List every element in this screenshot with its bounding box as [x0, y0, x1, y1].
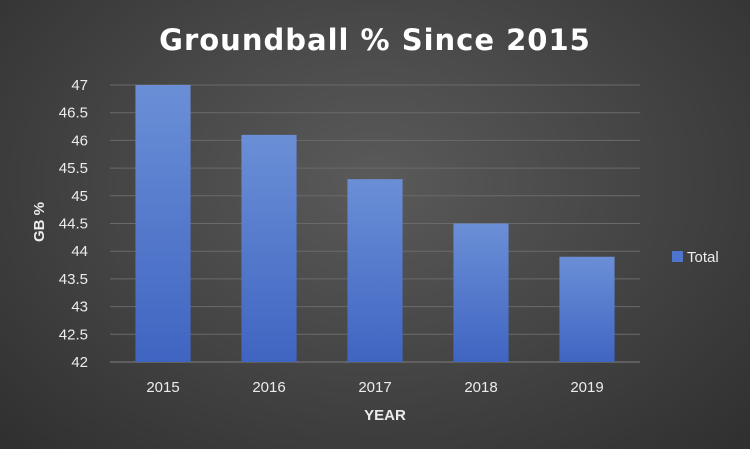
- y-tick-label: 43.5: [59, 271, 88, 288]
- legend-swatch: [672, 251, 683, 262]
- bar-2017: [347, 179, 403, 362]
- bar-2019: [559, 256, 615, 362]
- bar-2015: [135, 85, 191, 362]
- bars: [135, 85, 615, 362]
- y-tick-label: 42: [71, 354, 88, 371]
- x-axis-ticks: 2015 2016 2017 2018 2019: [146, 379, 603, 396]
- y-tick-label: 45: [71, 188, 88, 205]
- x-tick-label: 2019: [570, 379, 603, 396]
- x-tick-label: 2018: [464, 379, 497, 396]
- y-tick-label: 47: [71, 77, 88, 94]
- y-tick-label: 46: [71, 132, 88, 149]
- y-tick-label: 42.5: [59, 326, 88, 343]
- bar-2016: [241, 134, 297, 362]
- chart-title: Groundball % Since 2015: [159, 23, 591, 57]
- y-tick-label: 45.5: [59, 160, 88, 177]
- y-tick-label: 46.5: [59, 105, 88, 122]
- y-tick-label: 44: [71, 243, 88, 260]
- x-axis-label: YEAR: [364, 407, 406, 424]
- legend-label: Total: [687, 249, 719, 266]
- x-tick-label: 2017: [358, 379, 391, 396]
- legend: Total: [672, 249, 719, 266]
- y-tick-label: 44.5: [59, 216, 88, 233]
- x-tick-label: 2015: [146, 379, 179, 396]
- y-axis-label: GB %: [31, 202, 48, 242]
- x-tick-label: 2016: [252, 379, 285, 396]
- y-axis-ticks: 42 42.5 43 43.5 44 44.5 45 45.5 46 46.5 47: [59, 77, 88, 371]
- bar-2018: [453, 223, 509, 362]
- y-tick-label: 43: [71, 299, 88, 316]
